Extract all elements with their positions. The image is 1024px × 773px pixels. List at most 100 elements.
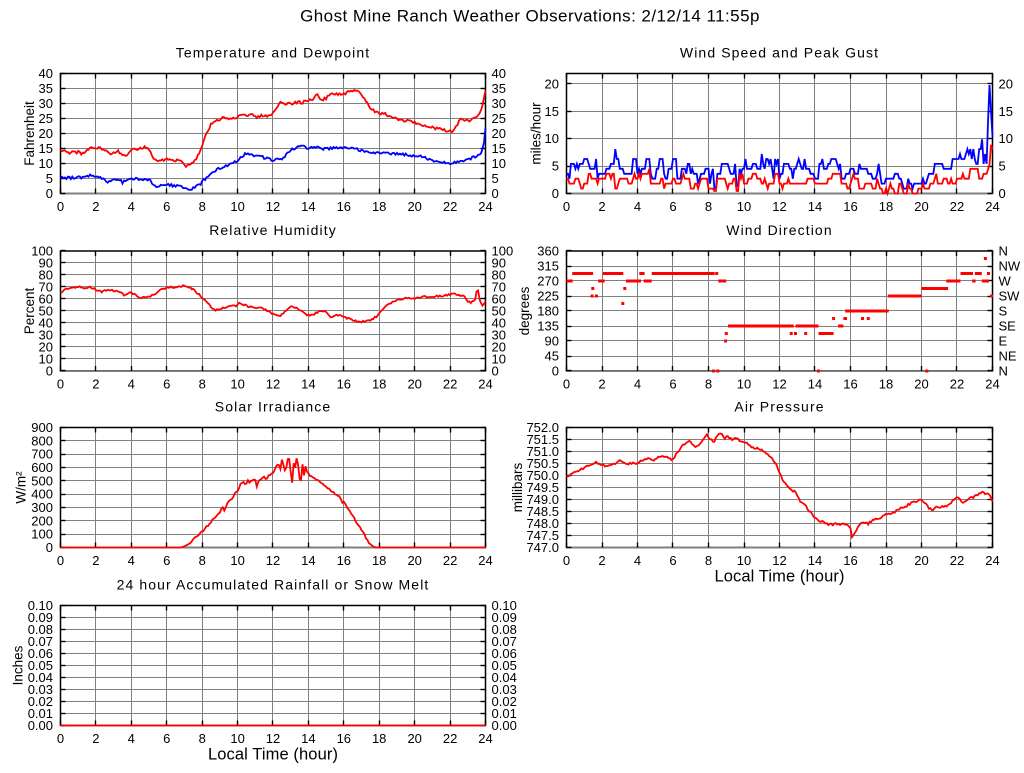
svg-text:16: 16 xyxy=(337,731,351,746)
svg-text:6: 6 xyxy=(669,199,676,214)
svg-text:14: 14 xyxy=(301,553,315,568)
svg-text:0.00: 0.00 xyxy=(492,718,517,733)
svg-text:40: 40 xyxy=(39,66,53,81)
svg-text:14: 14 xyxy=(301,731,315,746)
svg-text:18: 18 xyxy=(879,199,893,214)
svg-text:8: 8 xyxy=(705,377,712,392)
svg-text:10: 10 xyxy=(492,156,506,171)
svg-text:8: 8 xyxy=(199,199,206,214)
svg-text:800: 800 xyxy=(31,433,53,448)
svg-text:6: 6 xyxy=(163,553,170,568)
svg-text:4: 4 xyxy=(128,199,135,214)
svg-text:225: 225 xyxy=(537,289,559,304)
svg-text:750.0: 750.0 xyxy=(526,468,559,483)
svg-text:millibars: millibars xyxy=(510,463,525,513)
svg-text:18: 18 xyxy=(372,731,386,746)
svg-text:749.5: 749.5 xyxy=(526,480,559,495)
svg-text:S: S xyxy=(999,304,1008,319)
svg-text:749.0: 749.0 xyxy=(526,492,559,507)
svg-text:0.08: 0.08 xyxy=(28,622,53,637)
svg-text:5: 5 xyxy=(46,171,53,186)
svg-text:0: 0 xyxy=(57,553,64,568)
svg-text:300: 300 xyxy=(31,500,53,515)
svg-text:0.02: 0.02 xyxy=(28,694,53,709)
svg-text:4: 4 xyxy=(634,553,641,568)
svg-text:22: 22 xyxy=(443,553,457,568)
svg-text:0.06: 0.06 xyxy=(28,646,53,661)
svg-text:12: 12 xyxy=(266,377,280,392)
svg-text:748.5: 748.5 xyxy=(526,504,559,519)
svg-text:8: 8 xyxy=(199,731,206,746)
svg-text:Air Pressure: Air Pressure xyxy=(734,399,824,415)
svg-text:NE: NE xyxy=(999,349,1017,364)
svg-text:24: 24 xyxy=(478,553,492,568)
svg-text:30: 30 xyxy=(492,328,506,343)
svg-text:20: 20 xyxy=(492,340,506,355)
svg-text:35: 35 xyxy=(39,81,53,96)
svg-text:Percent: Percent xyxy=(22,287,37,334)
svg-text:8: 8 xyxy=(705,553,712,568)
svg-text:0.02: 0.02 xyxy=(492,694,517,709)
svg-text:12: 12 xyxy=(772,199,786,214)
svg-text:20: 20 xyxy=(407,199,421,214)
svg-text:Inches: Inches xyxy=(11,645,26,685)
svg-text:0: 0 xyxy=(552,364,559,379)
svg-text:10: 10 xyxy=(545,131,559,146)
svg-text:14: 14 xyxy=(808,377,822,392)
svg-text:10: 10 xyxy=(737,377,751,392)
svg-text:2: 2 xyxy=(92,731,99,746)
svg-text:0.01: 0.01 xyxy=(28,706,53,721)
svg-text:40: 40 xyxy=(492,316,506,331)
svg-text:Ghost Mine Ranch Weather Obser: Ghost Mine Ranch Weather Observations: 2… xyxy=(300,7,760,26)
svg-text:700: 700 xyxy=(31,447,53,462)
svg-text:6: 6 xyxy=(669,553,676,568)
svg-text:0.10: 0.10 xyxy=(492,598,517,613)
svg-text:20: 20 xyxy=(492,126,506,141)
svg-text:5: 5 xyxy=(492,171,499,186)
svg-text:0.09: 0.09 xyxy=(28,610,53,625)
svg-text:Local Time (hour): Local Time (hour) xyxy=(208,746,338,764)
svg-text:miles/hour: miles/hour xyxy=(529,102,544,165)
svg-text:6: 6 xyxy=(163,199,170,214)
svg-text:747.5: 747.5 xyxy=(526,528,559,543)
svg-text:8: 8 xyxy=(199,377,206,392)
svg-text:15: 15 xyxy=(545,104,559,119)
svg-text:747.0: 747.0 xyxy=(526,540,559,555)
svg-text:Fahrenheit: Fahrenheit xyxy=(22,101,37,166)
svg-text:Local Time (hour): Local Time (hour) xyxy=(714,568,844,586)
svg-text:0: 0 xyxy=(46,540,53,555)
svg-text:0: 0 xyxy=(492,186,499,201)
svg-text:20: 20 xyxy=(39,126,53,141)
svg-text:751.5: 751.5 xyxy=(526,432,559,447)
svg-text:24 hour Accumulated Rainfall o: 24 hour Accumulated Rainfall or Snow Mel… xyxy=(117,577,430,593)
svg-text:15: 15 xyxy=(999,104,1013,119)
svg-text:4: 4 xyxy=(128,553,135,568)
svg-text:50: 50 xyxy=(39,304,53,319)
svg-text:60: 60 xyxy=(39,292,53,307)
svg-text:10: 10 xyxy=(737,199,751,214)
svg-text:10: 10 xyxy=(230,731,244,746)
svg-text:50: 50 xyxy=(492,304,506,319)
svg-text:6: 6 xyxy=(163,731,170,746)
svg-text:0.08: 0.08 xyxy=(492,622,517,637)
svg-text:30: 30 xyxy=(39,96,53,111)
svg-text:180: 180 xyxy=(537,304,559,319)
svg-text:18: 18 xyxy=(372,199,386,214)
svg-text:0.10: 0.10 xyxy=(28,598,53,613)
svg-text:4: 4 xyxy=(128,731,135,746)
svg-text:45: 45 xyxy=(545,349,559,364)
svg-text:60: 60 xyxy=(492,292,506,307)
svg-text:0.07: 0.07 xyxy=(492,634,517,649)
svg-text:5: 5 xyxy=(999,159,1006,174)
svg-text:100: 100 xyxy=(31,527,53,542)
svg-text:16: 16 xyxy=(843,553,857,568)
svg-text:22: 22 xyxy=(443,199,457,214)
svg-text:18: 18 xyxy=(879,553,893,568)
svg-text:6: 6 xyxy=(163,377,170,392)
svg-text:2: 2 xyxy=(92,553,99,568)
svg-text:W/m²: W/m² xyxy=(13,471,28,504)
svg-text:12: 12 xyxy=(266,199,280,214)
svg-text:0: 0 xyxy=(552,186,559,201)
svg-text:2: 2 xyxy=(598,553,605,568)
svg-text:16: 16 xyxy=(337,553,351,568)
